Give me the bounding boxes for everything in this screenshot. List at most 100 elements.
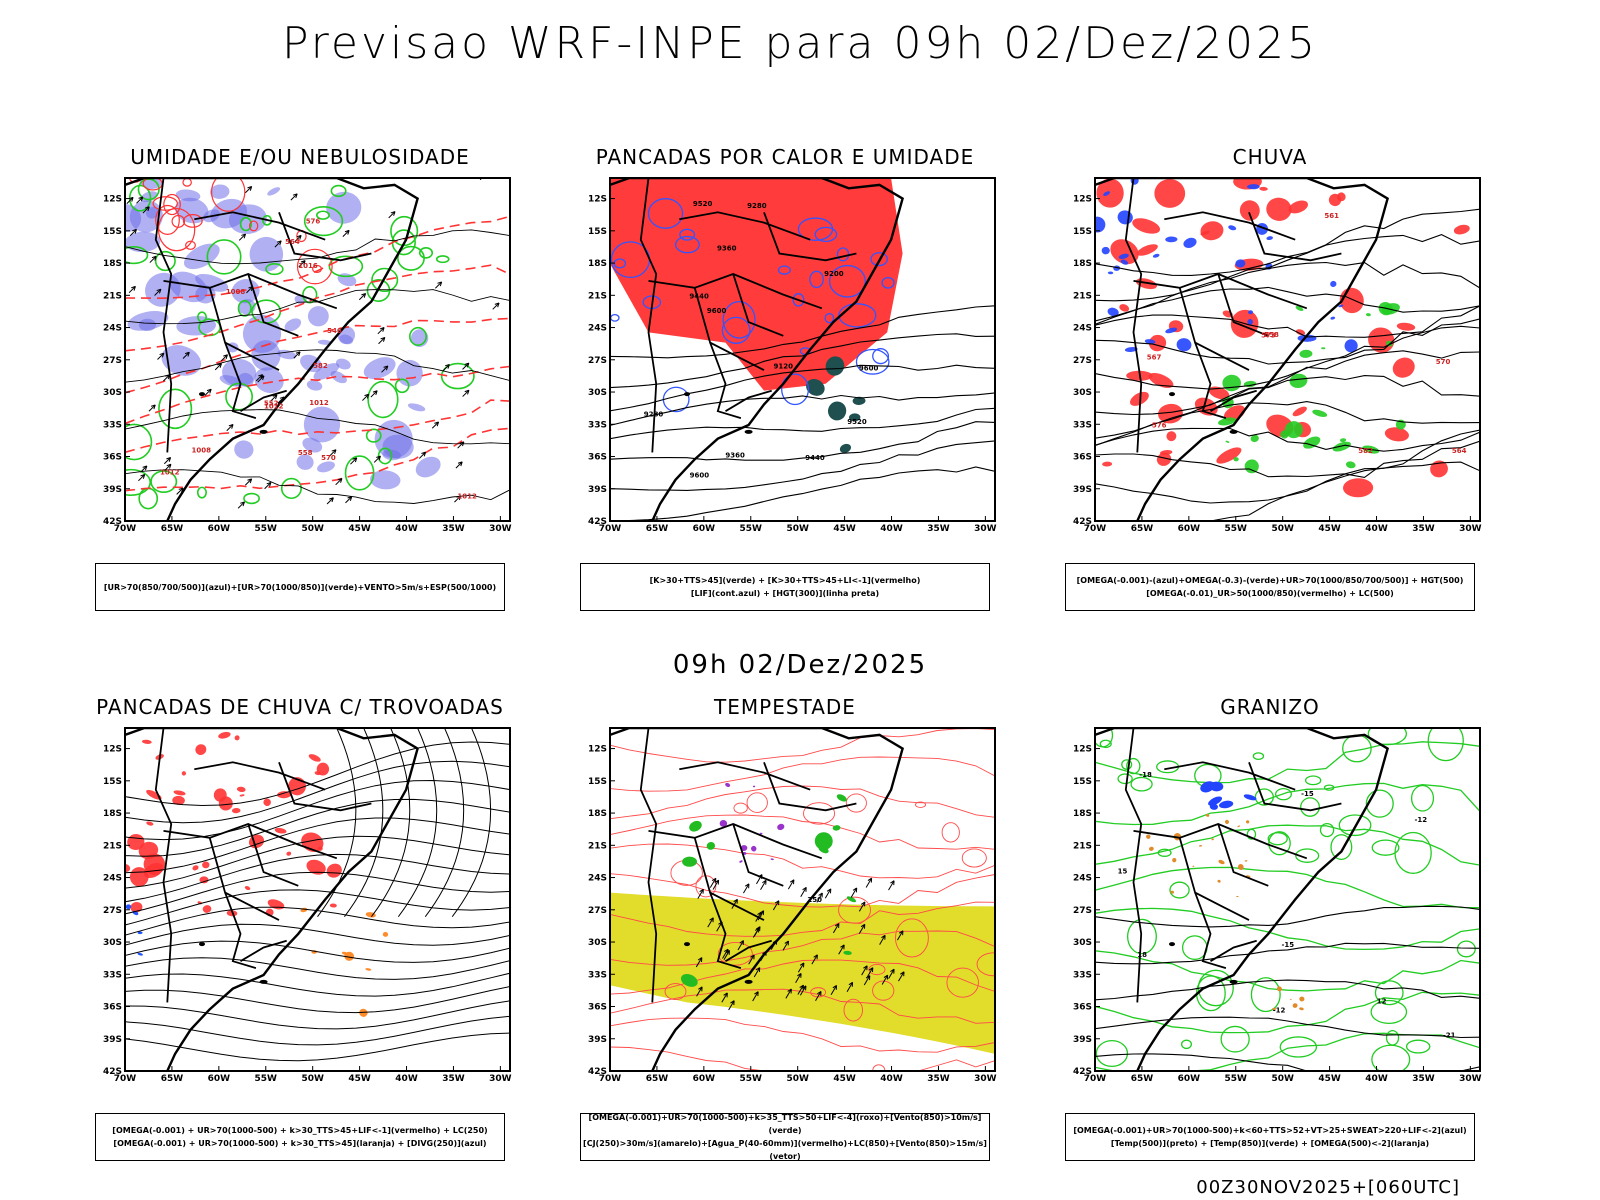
wind-vector	[742, 883, 750, 894]
lon-tick-label: 40W	[880, 524, 903, 534]
contour-line	[746, 792, 768, 813]
shaded-region	[143, 853, 166, 875]
shaded-region	[244, 886, 251, 891]
shaded-region	[1148, 846, 1154, 851]
shaded-region	[1176, 338, 1192, 352]
shaded-region	[1119, 304, 1130, 312]
map-content: 1012 1012 1008 1012 1008 1012 1016 576 570 564 558…	[125, 178, 510, 521]
contour-label: 564	[285, 238, 300, 246]
shaded-region	[222, 358, 257, 387]
shaded-region	[725, 782, 731, 787]
lon-tick-label: 35W	[927, 1074, 950, 1084]
wind-vector	[883, 974, 889, 980]
shaded-region	[1292, 1003, 1298, 1008]
map-content: 582 576 573 570 567 564 561 558	[1095, 178, 1480, 521]
shaded-region	[1222, 374, 1241, 392]
shaded-region	[195, 273, 229, 292]
lat-tick-label: 12S	[103, 195, 122, 205]
contour-label: 570	[1436, 358, 1451, 366]
streamline	[125, 1032, 510, 1062]
wind-vector	[292, 193, 298, 199]
wind-vector	[298, 260, 306, 268]
contour-label: 9360	[725, 451, 745, 459]
streamline	[125, 817, 510, 874]
lon-tick-label: 70W	[1084, 1074, 1107, 1084]
shaded-region	[1183, 237, 1197, 248]
wind-vector	[329, 497, 334, 503]
wind-vector	[462, 389, 470, 397]
wind-vector	[151, 255, 157, 261]
shaded-region	[231, 807, 241, 814]
contour-label: 573	[1261, 331, 1276, 339]
wind-vector	[733, 898, 738, 904]
contour-label: 9360	[717, 245, 737, 253]
lake	[1169, 942, 1175, 947]
contour-line	[1095, 427, 1480, 452]
contour-line	[1095, 286, 1480, 325]
wind-vector	[140, 465, 148, 473]
wind-vector	[381, 365, 389, 373]
state-border	[732, 273, 784, 337]
wind-vector	[816, 892, 823, 903]
lake	[259, 979, 268, 984]
lat-tick-label: 21S	[588, 841, 607, 851]
state-border	[194, 761, 326, 791]
contour-label: 561	[1324, 212, 1339, 220]
lon-tick-label: 70W	[114, 1074, 137, 1084]
shaded-region	[239, 794, 245, 797]
wind-vector	[711, 877, 717, 883]
streamline	[125, 760, 510, 824]
wind-vector	[830, 985, 837, 996]
wind-vector	[264, 482, 272, 490]
contour-line	[1365, 789, 1394, 818]
streamline	[451, 728, 492, 917]
wind-vector	[752, 991, 759, 1002]
wind-vector	[238, 233, 246, 241]
wind-vector	[220, 354, 228, 362]
lake	[1229, 979, 1238, 984]
contour-line	[158, 388, 193, 430]
wind-vector	[293, 351, 301, 359]
shaded-region	[1284, 421, 1303, 439]
wind-vector	[696, 986, 703, 997]
state-border	[278, 211, 372, 262]
state-border	[194, 211, 326, 241]
shaded-region	[161, 345, 202, 376]
shaded-region	[1299, 996, 1305, 1002]
wind-vector	[388, 211, 396, 219]
contour-label: -21	[1443, 1031, 1456, 1039]
streamline	[371, 728, 411, 917]
map-tempestade: 250 12S 15S 18S 21S 24S 27S 30S 33S 36S 39S 42S 70W 6…	[580, 725, 1000, 1097]
lat-tick-label: 27S	[588, 356, 607, 366]
contour-line	[1117, 773, 1133, 785]
wind-vector	[431, 421, 439, 429]
state-border	[208, 287, 280, 371]
lat-tick-label: 15S	[588, 227, 607, 237]
wind-vector	[799, 962, 805, 968]
contour-label: 9600	[690, 471, 710, 479]
shaded-region	[739, 860, 743, 863]
contour-line	[1410, 784, 1435, 812]
lon-tick-label: 70W	[114, 524, 137, 534]
shaded-region	[827, 401, 847, 421]
shaded-region	[359, 1008, 368, 1017]
shaded-region	[218, 796, 233, 811]
lat-tick-label: 18S	[1073, 259, 1092, 269]
wind-vector	[748, 954, 755, 965]
lat-tick-label: 33S	[588, 420, 607, 430]
shaded-region	[267, 187, 281, 196]
lat-tick-label: 39S	[103, 1035, 122, 1045]
shaded-region	[839, 443, 852, 453]
shaded-region	[137, 952, 143, 956]
contour-line	[182, 178, 192, 187]
contour-line	[946, 967, 979, 998]
shaded-region	[1276, 986, 1282, 992]
wind-vector	[697, 957, 703, 963]
lat-tick-label: 21S	[103, 841, 122, 851]
contour-line	[1427, 728, 1464, 762]
shaded-region	[770, 858, 774, 861]
shaded-region	[806, 379, 825, 396]
streamline	[397, 728, 438, 917]
lake	[1169, 392, 1175, 397]
shaded-region	[1239, 200, 1260, 221]
